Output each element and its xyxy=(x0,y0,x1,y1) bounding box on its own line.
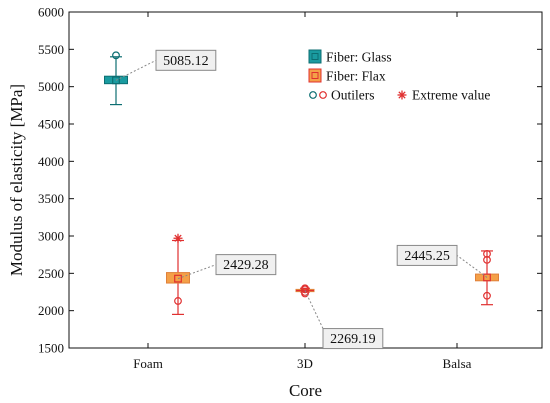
outlier-point xyxy=(483,291,491,300)
legend: Fiber: Glass Fiber: Flax Outilers Extreme v… xyxy=(308,49,490,103)
legend-item-flax: Fiber: Flax xyxy=(308,68,386,84)
x-axis-label: Core xyxy=(289,381,322,400)
legend-item-glass: Fiber: Glass xyxy=(308,49,392,65)
legend-extreme-icon xyxy=(397,90,407,100)
box-body xyxy=(166,272,190,284)
box-foam-flax xyxy=(166,233,190,315)
y-tick-label: 3000 xyxy=(38,229,64,244)
outlier-point xyxy=(483,250,491,258)
median-marker xyxy=(174,274,182,283)
callout-leader xyxy=(304,290,324,329)
legend-label: Outilers xyxy=(331,88,375,103)
legend-item-extreme: Extreme value xyxy=(397,88,490,103)
outlier-point xyxy=(301,288,309,296)
callout-balsa-flax: 2445.25 xyxy=(396,244,488,278)
callout-box xyxy=(155,49,217,71)
median-marker xyxy=(483,273,491,282)
extreme-point xyxy=(173,233,183,243)
x-tick-label: 3D xyxy=(297,356,313,371)
x-axis-ticks: Foam 3D Balsa xyxy=(133,12,472,371)
legend-swatch-marker xyxy=(311,72,319,79)
callout-leader xyxy=(456,255,488,278)
median-marker xyxy=(112,76,120,85)
extreme-ray xyxy=(174,234,182,242)
callout-leader xyxy=(177,264,217,280)
y-tick-label: 2000 xyxy=(38,303,64,318)
extreme-ray xyxy=(398,91,406,99)
callout-foam-flax: 2429.28 xyxy=(177,254,277,280)
x-tick-label: Foam xyxy=(133,356,163,371)
y-tick-label: 3500 xyxy=(38,191,64,206)
legend-swatch-marker xyxy=(311,53,319,60)
callout-box xyxy=(322,328,384,350)
y-tick-label: 6000 xyxy=(38,5,64,20)
outlier-point xyxy=(483,255,491,264)
callout-leader xyxy=(115,59,157,81)
outlier-point xyxy=(112,51,120,60)
legend-outlier-flax-icon xyxy=(319,91,327,99)
callout-box xyxy=(396,244,458,266)
y-tick-label: 1500 xyxy=(38,341,64,356)
y-axis-label: Modulus of elasticity [MPa] xyxy=(7,84,26,276)
y-tick-label: 5000 xyxy=(38,79,64,94)
callout-box xyxy=(215,254,277,276)
plot-area xyxy=(68,11,543,349)
legend-label: Fiber: Glass xyxy=(326,50,392,65)
callout-3d-flax: 2269.19 xyxy=(304,290,384,350)
box-foam-glass xyxy=(104,51,128,106)
callout-label: 2269.19 xyxy=(330,332,376,347)
outlier-point xyxy=(174,297,182,305)
legend-item-outliers: Outilers xyxy=(309,88,375,103)
callout-foam-glass: 5085.12 xyxy=(115,49,217,81)
value-callouts: 5085.12 2429.28 2269.19 2445.25 xyxy=(115,49,488,350)
y-tick-label: 4000 xyxy=(38,154,64,169)
y-tick-label: 2500 xyxy=(38,266,64,281)
legend-outlier-glass-icon xyxy=(309,91,317,99)
y-tick-label: 5500 xyxy=(38,42,64,57)
y-tick-label: 4500 xyxy=(38,117,64,132)
legend-label: Fiber: Flax xyxy=(326,69,386,84)
legend-swatch xyxy=(308,49,322,64)
legend-label: Extreme value xyxy=(412,88,490,103)
callout-label: 5085.12 xyxy=(163,54,209,69)
box-balsa-flax xyxy=(475,250,499,306)
callout-label: 2445.25 xyxy=(404,249,450,264)
callout-label: 2429.28 xyxy=(223,258,269,273)
x-tick-label: Balsa xyxy=(443,356,472,371)
box-body xyxy=(475,273,499,282)
legend-swatch xyxy=(308,68,322,83)
y-axis-ticks: 1500 2000 2500 3000 3500 4000 4500 5000 5500 6000 xyxy=(38,5,542,356)
